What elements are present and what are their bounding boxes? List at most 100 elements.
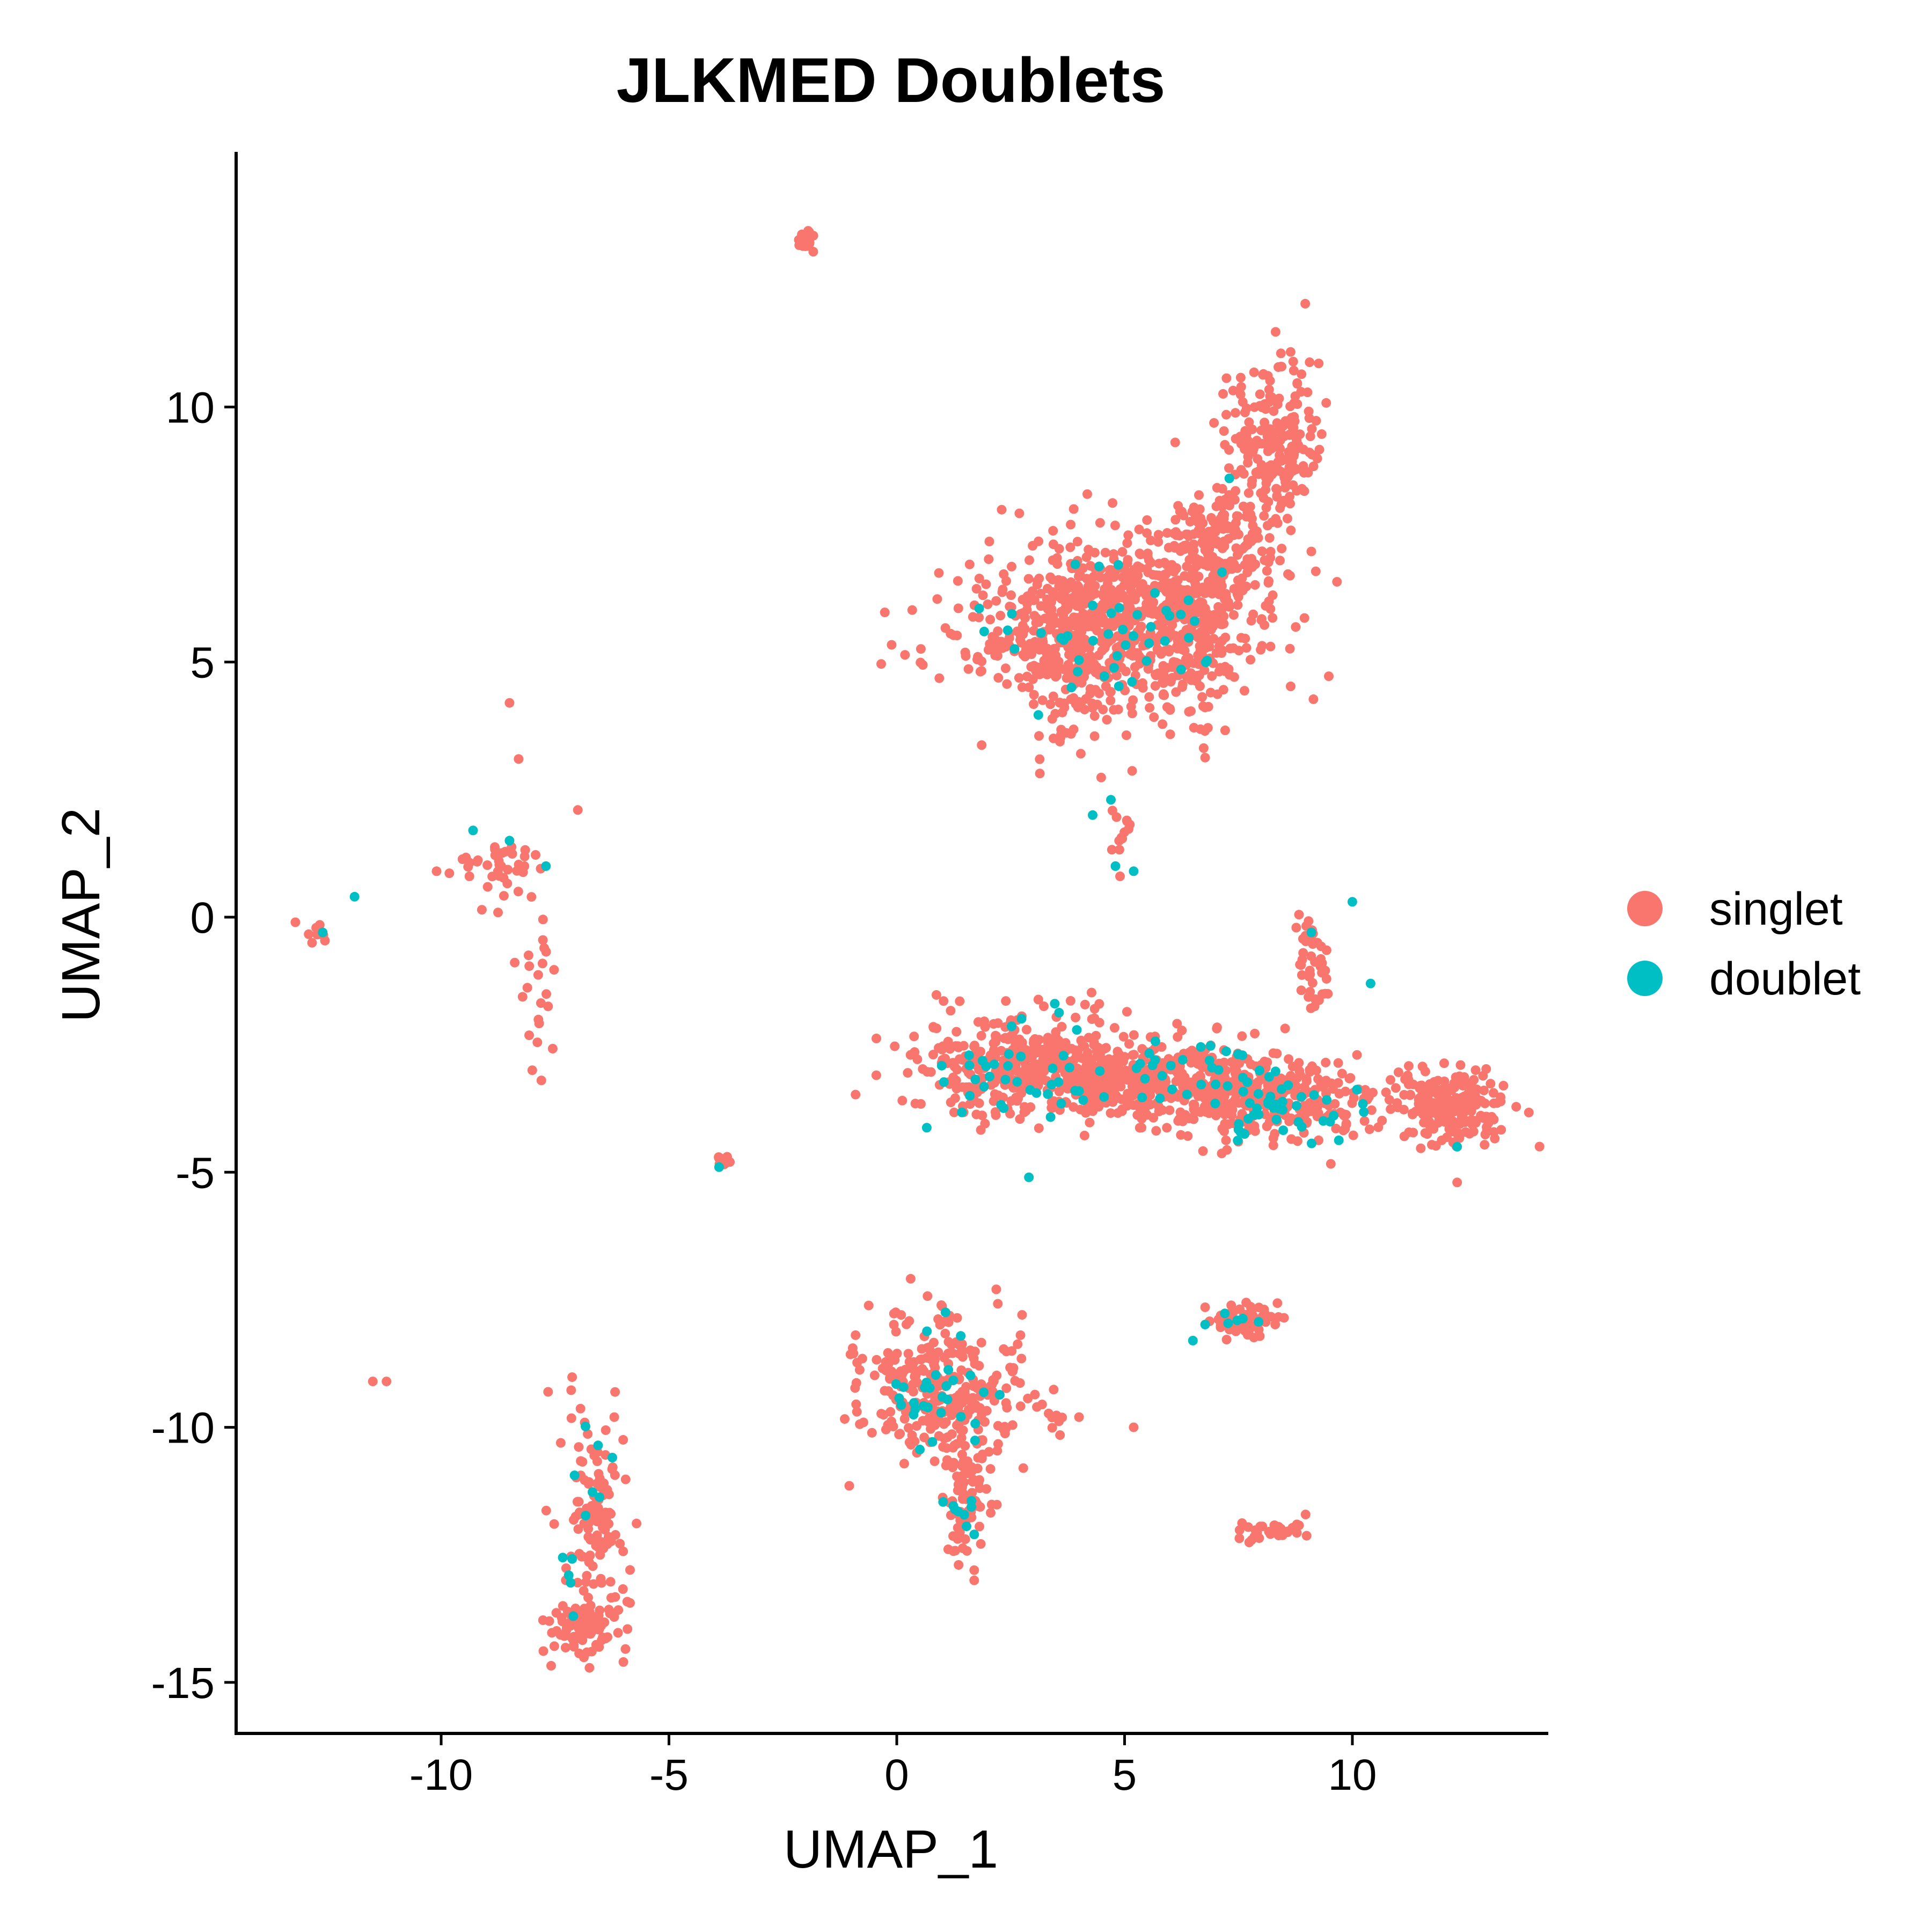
singlet-point	[1162, 1123, 1172, 1133]
doublet-point	[994, 1390, 1005, 1400]
singlet-point	[953, 603, 963, 613]
doublet-point	[1264, 1072, 1274, 1082]
singlet-point	[1030, 637, 1040, 647]
doublet-point	[1114, 603, 1124, 613]
singlet-point	[984, 554, 994, 564]
doublet-point	[1347, 897, 1357, 907]
singlet-point	[970, 1346, 980, 1357]
singlet-point	[1297, 955, 1307, 965]
singlet-point	[1381, 1087, 1391, 1097]
singlet-point	[1024, 1048, 1034, 1058]
singlet-point	[1101, 592, 1111, 602]
singlet-point	[1359, 1116, 1370, 1126]
singlet-point	[1285, 499, 1295, 509]
singlet-point	[1103, 579, 1113, 589]
singlet-point	[1140, 1104, 1150, 1115]
singlet-point	[610, 1387, 620, 1397]
singlet-point	[1045, 623, 1055, 633]
singlet-point	[1217, 1148, 1227, 1159]
doublet-point	[1309, 1090, 1319, 1100]
doublet-point	[1146, 621, 1156, 632]
singlet-point	[1125, 819, 1135, 830]
singlet-point	[1248, 521, 1258, 531]
singlet-point	[524, 961, 535, 971]
singlet-point	[883, 1386, 894, 1396]
singlet-point	[1066, 694, 1076, 704]
doublet-point	[608, 1453, 617, 1462]
singlet-point	[1455, 1060, 1466, 1070]
singlet-point	[1216, 514, 1226, 524]
singlet-point	[1037, 1400, 1047, 1409]
singlet-point	[1073, 582, 1084, 592]
singlet-point	[1123, 530, 1133, 540]
doublet-point	[1140, 1074, 1150, 1084]
singlet-point	[1127, 766, 1137, 776]
x-tick-label: -5	[649, 1751, 689, 1799]
singlet-point	[1122, 558, 1132, 568]
doublet-point	[1127, 677, 1137, 687]
singlet-point	[1080, 999, 1090, 1009]
singlet-point	[1279, 1313, 1289, 1323]
singlet-point	[1132, 1110, 1143, 1120]
singlet-point	[954, 1560, 964, 1570]
singlet-point	[880, 608, 890, 618]
singlet-point	[961, 651, 971, 661]
singlet-point	[1177, 679, 1188, 690]
singlet-point	[1034, 731, 1044, 741]
singlet-point	[947, 1410, 957, 1420]
singlet-point	[1162, 663, 1172, 673]
singlet-point	[1212, 1023, 1222, 1034]
singlet-point	[1288, 356, 1298, 367]
singlet-point	[894, 1430, 904, 1439]
singlet-point	[1216, 1322, 1226, 1333]
singlet-point	[912, 1054, 923, 1064]
singlet-point	[1219, 426, 1229, 436]
singlet-point	[960, 1534, 970, 1544]
singlet-point	[1321, 1075, 1331, 1086]
doublet-point	[1003, 1061, 1013, 1071]
singlet-point	[939, 1419, 949, 1429]
singlet-point	[1034, 1123, 1044, 1133]
singlet-point	[588, 1561, 598, 1571]
singlet-point	[1142, 584, 1152, 595]
singlet-point	[1451, 1093, 1461, 1103]
singlet-point	[566, 1413, 576, 1423]
singlet-point	[1243, 436, 1253, 446]
singlet-point	[1241, 1298, 1252, 1308]
singlet-point	[569, 1640, 579, 1650]
singlet-point	[543, 1001, 553, 1012]
singlet-point	[519, 851, 530, 861]
doublet-point	[1150, 588, 1160, 598]
singlet-point	[1315, 961, 1326, 971]
legend-key-doublet	[1627, 961, 1663, 996]
singlet-point	[1029, 626, 1039, 636]
doublet-point	[1166, 1060, 1176, 1071]
doublet-point	[1270, 1066, 1280, 1077]
doublet-point	[1070, 559, 1080, 569]
singlet-point	[1115, 871, 1125, 881]
singlet-point	[1489, 1098, 1499, 1108]
singlet-point	[1301, 1531, 1312, 1541]
singlet-point	[962, 1546, 972, 1556]
singlet-point	[916, 644, 926, 654]
singlet-point	[609, 1612, 619, 1622]
doublet-point	[962, 1521, 971, 1532]
singlet-point	[971, 1109, 982, 1119]
singlet-point	[1182, 561, 1192, 572]
y-tick-label: -10	[151, 1404, 215, 1453]
doublet-point	[1114, 681, 1124, 691]
singlet-point	[1276, 348, 1286, 358]
singlet-point	[1299, 613, 1309, 623]
singlet-point	[1471, 1118, 1481, 1128]
singlet-point	[1276, 456, 1286, 466]
doublet-point	[1007, 609, 1017, 619]
doublet-point	[1358, 1099, 1368, 1109]
singlet-point	[1200, 1302, 1210, 1312]
singlet-point	[1144, 555, 1154, 565]
singlet-point	[1403, 1075, 1414, 1085]
singlet-point	[1080, 705, 1089, 714]
singlet-point	[1217, 636, 1227, 646]
singlet-point	[969, 1042, 979, 1051]
singlet-point	[1247, 475, 1257, 486]
singlet-point	[1002, 1403, 1012, 1413]
